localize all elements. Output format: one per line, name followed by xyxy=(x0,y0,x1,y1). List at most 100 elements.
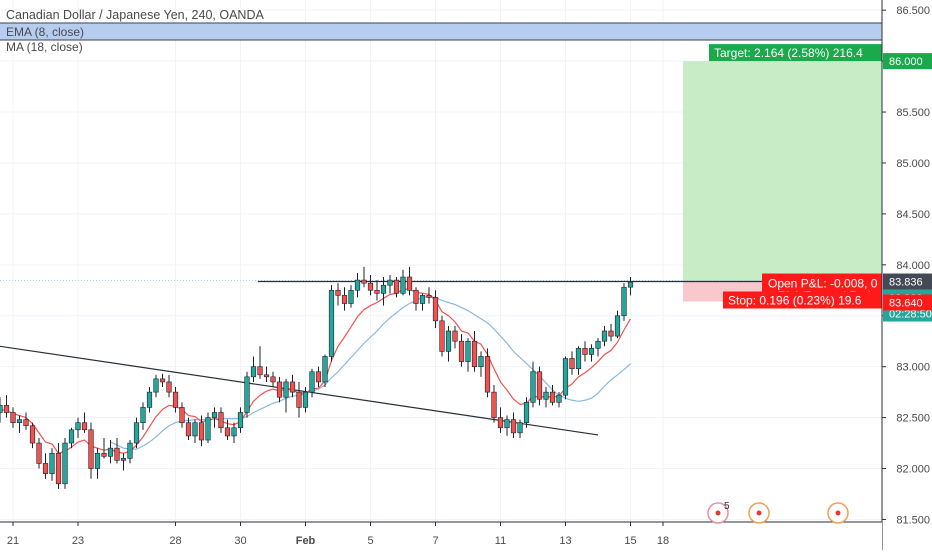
candle[interactable] xyxy=(361,266,367,288)
candle[interactable] xyxy=(101,437,107,459)
candle[interactable] xyxy=(283,378,289,413)
chart-title[interactable]: Canadian Dollar / Japanese Yen, 240, OAN… xyxy=(6,8,264,22)
candle[interactable] xyxy=(127,440,133,464)
candle[interactable] xyxy=(309,368,315,398)
candle[interactable] xyxy=(452,325,458,349)
open-pl-label[interactable]: Open P&L: -0.008, 0 xyxy=(768,277,878,291)
candle[interactable] xyxy=(543,387,549,408)
candle[interactable] xyxy=(465,338,471,372)
candle[interactable] xyxy=(263,366,270,382)
candle[interactable] xyxy=(413,287,419,311)
candle[interactable] xyxy=(387,275,393,294)
candle[interactable] xyxy=(237,407,244,433)
candle[interactable] xyxy=(211,407,218,428)
candle[interactable] xyxy=(205,412,211,444)
price-tag-target[interactable]: 86.000 xyxy=(889,56,923,68)
candle[interactable] xyxy=(23,412,29,430)
candle[interactable] xyxy=(523,397,530,428)
candle[interactable] xyxy=(549,385,556,406)
candle[interactable] xyxy=(296,381,302,418)
candle[interactable] xyxy=(322,354,328,388)
candle[interactable] xyxy=(114,437,120,464)
candle[interactable] xyxy=(582,341,588,362)
candle[interactable] xyxy=(445,325,452,362)
candle[interactable] xyxy=(536,366,543,406)
candle[interactable] xyxy=(153,374,159,398)
candle[interactable] xyxy=(0,397,3,423)
legend-ema[interactable]: EMA (8, close) xyxy=(6,25,85,39)
candle[interactable] xyxy=(354,272,361,298)
candle[interactable] xyxy=(166,374,172,398)
candle[interactable] xyxy=(250,356,257,382)
candle[interactable] xyxy=(367,275,374,296)
candle[interactable] xyxy=(562,356,569,400)
candle[interactable] xyxy=(49,448,55,481)
candle[interactable] xyxy=(94,448,101,479)
candle[interactable] xyxy=(348,285,354,308)
candle[interactable] xyxy=(315,366,322,388)
candle[interactable] xyxy=(575,346,582,375)
candle[interactable] xyxy=(302,387,309,413)
stop-label[interactable]: Stop: 0.196 (0.23%) 19.6 xyxy=(728,293,862,307)
candle[interactable] xyxy=(601,325,608,347)
candle[interactable] xyxy=(400,269,406,296)
candle[interactable] xyxy=(478,351,484,377)
candle[interactable] xyxy=(276,376,283,403)
candle[interactable] xyxy=(393,277,400,298)
candle[interactable] xyxy=(88,422,94,479)
price-tag-entry[interactable]: 83.836 xyxy=(889,277,923,289)
candle[interactable] xyxy=(426,287,432,304)
candle[interactable] xyxy=(484,348,491,398)
candle[interactable] xyxy=(497,407,504,433)
candle[interactable] xyxy=(10,407,16,428)
candle[interactable] xyxy=(328,285,335,362)
candle[interactable] xyxy=(341,287,348,311)
candle[interactable] xyxy=(192,419,198,444)
candle[interactable] xyxy=(55,443,62,489)
candle[interactable] xyxy=(374,280,380,301)
candle[interactable] xyxy=(231,422,237,444)
candle[interactable] xyxy=(3,395,10,418)
candle[interactable] xyxy=(75,417,81,438)
candle[interactable] xyxy=(556,392,562,408)
candle[interactable] xyxy=(244,371,250,418)
candle[interactable] xyxy=(185,417,192,440)
candle[interactable] xyxy=(270,371,276,388)
candle[interactable] xyxy=(432,290,439,328)
candle[interactable] xyxy=(439,315,445,357)
candle[interactable] xyxy=(107,440,114,464)
candle[interactable] xyxy=(588,344,595,362)
price-tag-countdown[interactable]: 02:28:50 xyxy=(889,309,932,321)
price-tag-stop[interactable]: 83.640 xyxy=(889,297,923,309)
candle[interactable] xyxy=(146,387,153,413)
candle[interactable] xyxy=(36,437,42,469)
candle[interactable] xyxy=(608,323,614,342)
candle[interactable] xyxy=(621,283,627,321)
candle[interactable] xyxy=(42,453,49,479)
candle[interactable] xyxy=(140,402,146,430)
candle[interactable] xyxy=(159,373,166,388)
candle[interactable] xyxy=(530,361,536,408)
candle[interactable] xyxy=(471,331,478,372)
candle[interactable] xyxy=(172,387,179,413)
candle[interactable] xyxy=(62,437,68,489)
candle[interactable] xyxy=(257,346,263,379)
candle[interactable] xyxy=(614,310,621,339)
candle[interactable] xyxy=(68,427,75,449)
candle[interactable] xyxy=(29,422,36,449)
candle[interactable] xyxy=(380,277,387,306)
candle[interactable] xyxy=(16,415,23,433)
candle[interactable] xyxy=(289,374,296,398)
candle[interactable] xyxy=(419,293,426,311)
candle[interactable] xyxy=(224,419,231,440)
candle[interactable] xyxy=(81,412,88,433)
candle[interactable] xyxy=(627,277,634,296)
candle[interactable] xyxy=(218,407,224,433)
candle[interactable] xyxy=(198,415,205,447)
candle[interactable] xyxy=(504,415,510,436)
candle[interactable] xyxy=(458,334,465,367)
target-label[interactable]: Target: 2.164 (2.58%) 216.4 xyxy=(714,46,863,60)
candle[interactable] xyxy=(120,453,127,471)
candle[interactable] xyxy=(517,419,523,438)
